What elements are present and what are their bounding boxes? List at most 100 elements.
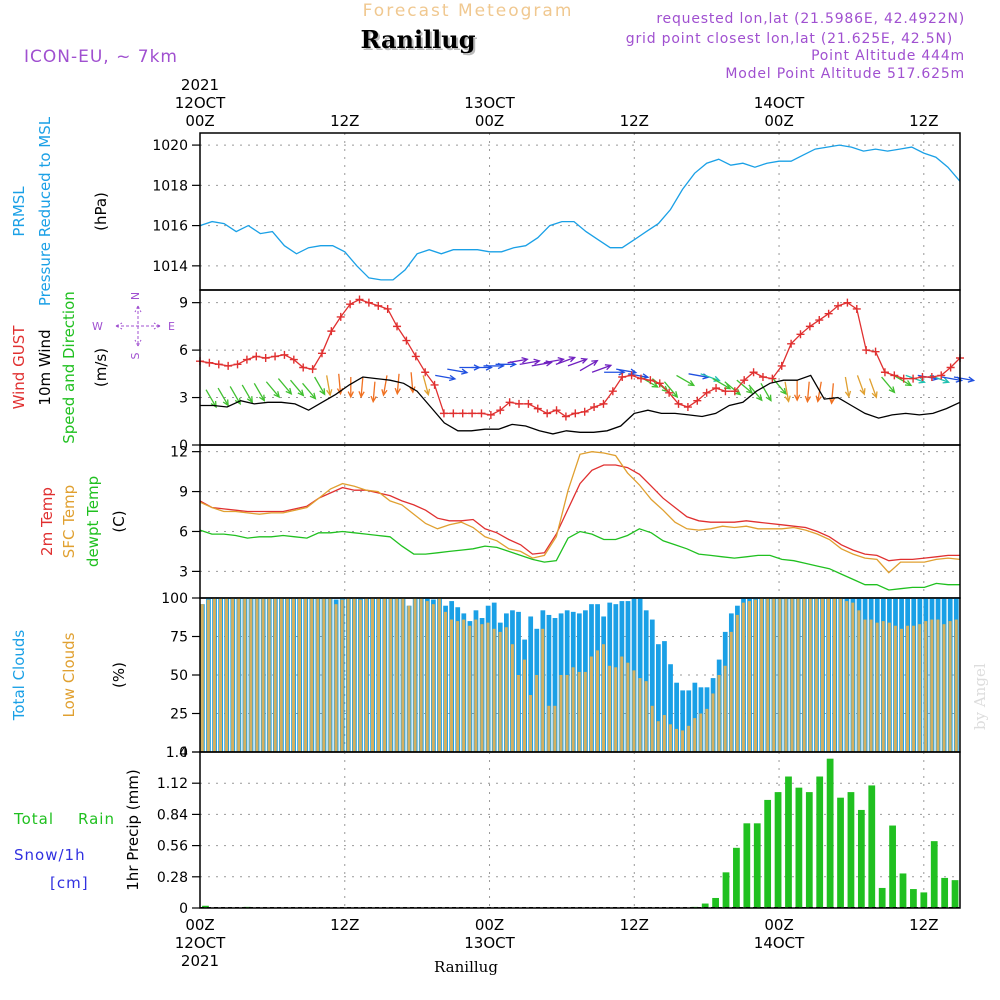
wind-arrow-head (545, 360, 553, 367)
gust-marker (458, 409, 467, 418)
low-cloud-bar (322, 598, 326, 752)
low-cloud-bar (529, 695, 533, 752)
low-cloud-bar (699, 713, 703, 752)
pressure-ytick-label: 1020 (152, 138, 188, 154)
low-cloud-bar (267, 598, 271, 752)
clouds-label: (%) (110, 662, 128, 688)
total-cloud-bar (692, 682, 698, 752)
product-title: Forecast Meteogram (363, 1, 574, 21)
temperature-ytick-label: 3 (179, 564, 188, 580)
clouds-label: Low Clouds (60, 632, 78, 717)
low-cloud-bar (711, 693, 715, 752)
wind-label: 10m Wind (36, 329, 54, 405)
wind-arrow-head (246, 396, 253, 404)
wind-arrow-head (793, 394, 801, 402)
pressure-label: PRMSL (10, 186, 28, 237)
precip-bar (868, 785, 876, 908)
wind-arrow (579, 360, 598, 372)
gust-marker (758, 372, 767, 381)
gust-marker (665, 388, 674, 397)
total-cloud-bar (546, 614, 552, 752)
low-cloud-bar (535, 675, 539, 752)
low-cloud-bar (577, 671, 581, 752)
bottom-time-label: 2021 (181, 952, 219, 970)
precip-bar (764, 799, 772, 908)
gust-marker (571, 409, 580, 418)
low-cloud-bar (285, 598, 289, 752)
low-cloud-bar (912, 625, 916, 752)
wind-arrow-head (967, 376, 976, 383)
low-cloud-bar (328, 598, 332, 752)
low-cloud-bar (589, 656, 593, 752)
wind-ytick-label: 3 (179, 391, 188, 407)
top-time-label: 12OCT (175, 94, 226, 112)
total-cloud-bar (649, 619, 655, 752)
low-cloud-bar (468, 625, 472, 752)
low-cloud-bar (237, 598, 241, 752)
wind-arrow (435, 374, 456, 380)
low-cloud-bar (808, 598, 812, 752)
wind-arrow (217, 387, 229, 406)
compass-west: W (92, 320, 103, 333)
low-cloud-bar (899, 628, 903, 752)
top-time-label: 00Z (185, 112, 214, 130)
clouds-label: Total Clouds (10, 630, 28, 722)
total-cloud-bar (680, 690, 686, 752)
gust-marker (608, 387, 617, 396)
gust-marker (468, 409, 477, 418)
bottom-time-label: 00Z (475, 916, 504, 934)
low-cloud-bar (316, 598, 320, 752)
precip-bar (712, 897, 719, 908)
low-cloud-bar (875, 622, 879, 752)
wind-arrow (736, 379, 753, 394)
total-cloud-bar (686, 690, 692, 752)
low-cloud-bar (863, 619, 867, 752)
low-cloud-bar (693, 718, 697, 752)
low-cloud-bar (218, 598, 223, 752)
top-time-label: 13OCT (464, 94, 515, 112)
gust-marker (271, 352, 280, 361)
bottom-time-label: 00Z (764, 916, 793, 934)
precipitation-ytick-label: 1.4 (166, 745, 188, 761)
gust-marker (205, 358, 214, 367)
top-time-label: 12Z (330, 112, 359, 130)
low-cloud-bar (516, 675, 520, 752)
temperature-label: SFC Temp (60, 485, 78, 558)
wind-arrow-head (370, 395, 377, 404)
compass-legend: N W E S (92, 292, 175, 360)
gust-marker (364, 298, 373, 307)
low-cloud-bar (620, 656, 624, 752)
wind-label: Wind GUST (10, 325, 28, 410)
wind-arrow-head (297, 389, 305, 397)
gust-marker (346, 300, 355, 309)
temperature-series-dewpt-temp (199, 528, 960, 591)
wind-arrow (555, 356, 575, 365)
low-cloud-bar (310, 598, 314, 752)
compass-south: S (129, 352, 142, 359)
wind-arrow-head (448, 374, 457, 382)
gust-marker (815, 316, 824, 325)
low-cloud-bar (887, 622, 891, 752)
wind-arrow (830, 383, 834, 404)
wind-arrow (253, 382, 265, 401)
location-title-front: Ranillug (360, 25, 475, 54)
low-cloud-bar (778, 598, 782, 752)
low-cloud-bar (644, 681, 648, 752)
gust-marker (402, 336, 411, 345)
low-cloud-bar (626, 662, 630, 752)
wind-arrow-head (756, 394, 763, 402)
low-cloud-bar (304, 598, 308, 752)
pressure-ytick-label: 1016 (152, 219, 188, 235)
precip-bar (805, 792, 813, 908)
low-cloud-bar (273, 598, 277, 752)
clouds-ytick-label: 0 (179, 745, 188, 761)
precip-bar (837, 797, 844, 908)
wind-arrow-head (580, 357, 589, 364)
low-cloud-bar (881, 621, 885, 752)
wind-arrow-head (222, 399, 229, 407)
wind-arrow (591, 364, 612, 373)
wind-arrow (326, 375, 331, 396)
low-cloud-bar (474, 619, 478, 752)
low-cloud-bar (857, 610, 861, 752)
gust-marker (627, 371, 636, 380)
